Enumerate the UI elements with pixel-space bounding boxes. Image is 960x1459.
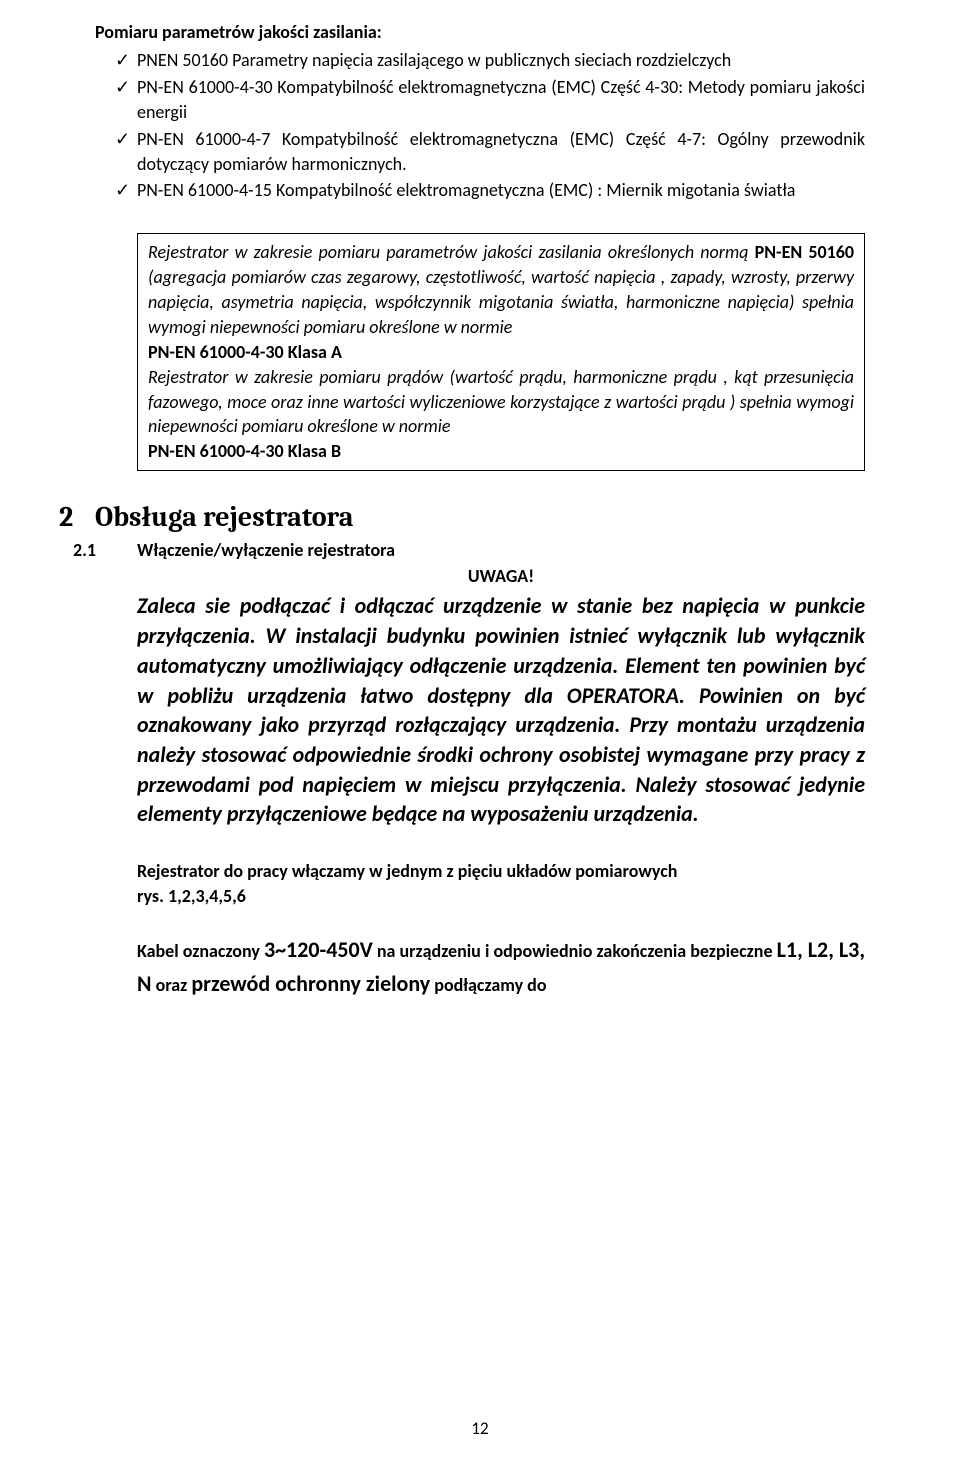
modes-paragraph: Rejestrator do pracy włączamy w jednym z… (137, 859, 865, 909)
cable-paragraph: Kabel oznaczony 3~120-450V na urządzeniu… (137, 933, 865, 1001)
subsection-number: 2.1 (73, 539, 137, 561)
warning-label: UWAGA! (137, 565, 865, 587)
section-title: Obsługa rejestratora (95, 501, 353, 533)
box-p1-post: (agregacja pomiarów czas zegarowy, częst… (148, 266, 854, 338)
list-item: PN-EN 61000-4-15 Kompatybilność elektrom… (137, 178, 865, 203)
box-p1-pre: Rejestrator w zakresie pomiaru parametró… (148, 241, 755, 263)
cable-big1: 3~120-450V (264, 936, 373, 963)
info-box: Rejestrator w zakresie pomiaru parametró… (137, 233, 865, 471)
cable-t1: Kabel oznaczony (137, 940, 264, 962)
subsection-title: Włączenie/wyłączenie rejestratora (137, 539, 395, 561)
document-page: Pomiaru parametrów jakości zasilania: PN… (0, 0, 960, 1459)
subsection-heading: 2.1Włączenie/wyłączenie rejestratora (137, 539, 865, 561)
modes-line-1: Rejestrator do pracy włączamy w jednym z… (137, 860, 677, 882)
warning-paragraph: Zaleca sie podłączać i odłączać urządzen… (137, 591, 865, 829)
box-line-a: PN-EN 61000-4-30 Klasa A (148, 340, 854, 365)
cable-t4: podłączamy do (430, 974, 546, 996)
list-item: PN-EN 61000-4-7 Kompatybilność elektroma… (137, 127, 865, 177)
box-paragraph-1: Rejestrator w zakresie pomiaru parametró… (148, 240, 854, 339)
cable-t3: oraz (152, 974, 192, 996)
section-number: 2 (59, 501, 95, 533)
box-p1-bold: PN-EN 50160 (755, 241, 854, 263)
box-line-b: PN-EN 61000-4-30 Klasa B (148, 439, 854, 464)
box-paragraph-2: Rejestrator w zakresie pomiaru prądów (w… (148, 365, 854, 439)
list-item: PNEN 50160 Parametry napięcia zasilające… (137, 48, 865, 73)
intro-heading: Pomiaru parametrów jakości zasilania: (95, 20, 865, 44)
cable-big3: przewód ochronny zielony (191, 970, 430, 997)
standards-list: PNEN 50160 Parametry napięcia zasilające… (95, 48, 865, 203)
modes-line-2: rys. 1,2,3,4,5,6 (137, 885, 246, 907)
cable-t2: na urządzeniu i odpowiednio zakończenia … (373, 940, 777, 962)
list-item: PN-EN 61000-4-30 Kompatybilność elektrom… (137, 75, 865, 125)
section-heading: 2Obsługa rejestratora (95, 501, 865, 533)
page-number: 12 (0, 1418, 960, 1439)
